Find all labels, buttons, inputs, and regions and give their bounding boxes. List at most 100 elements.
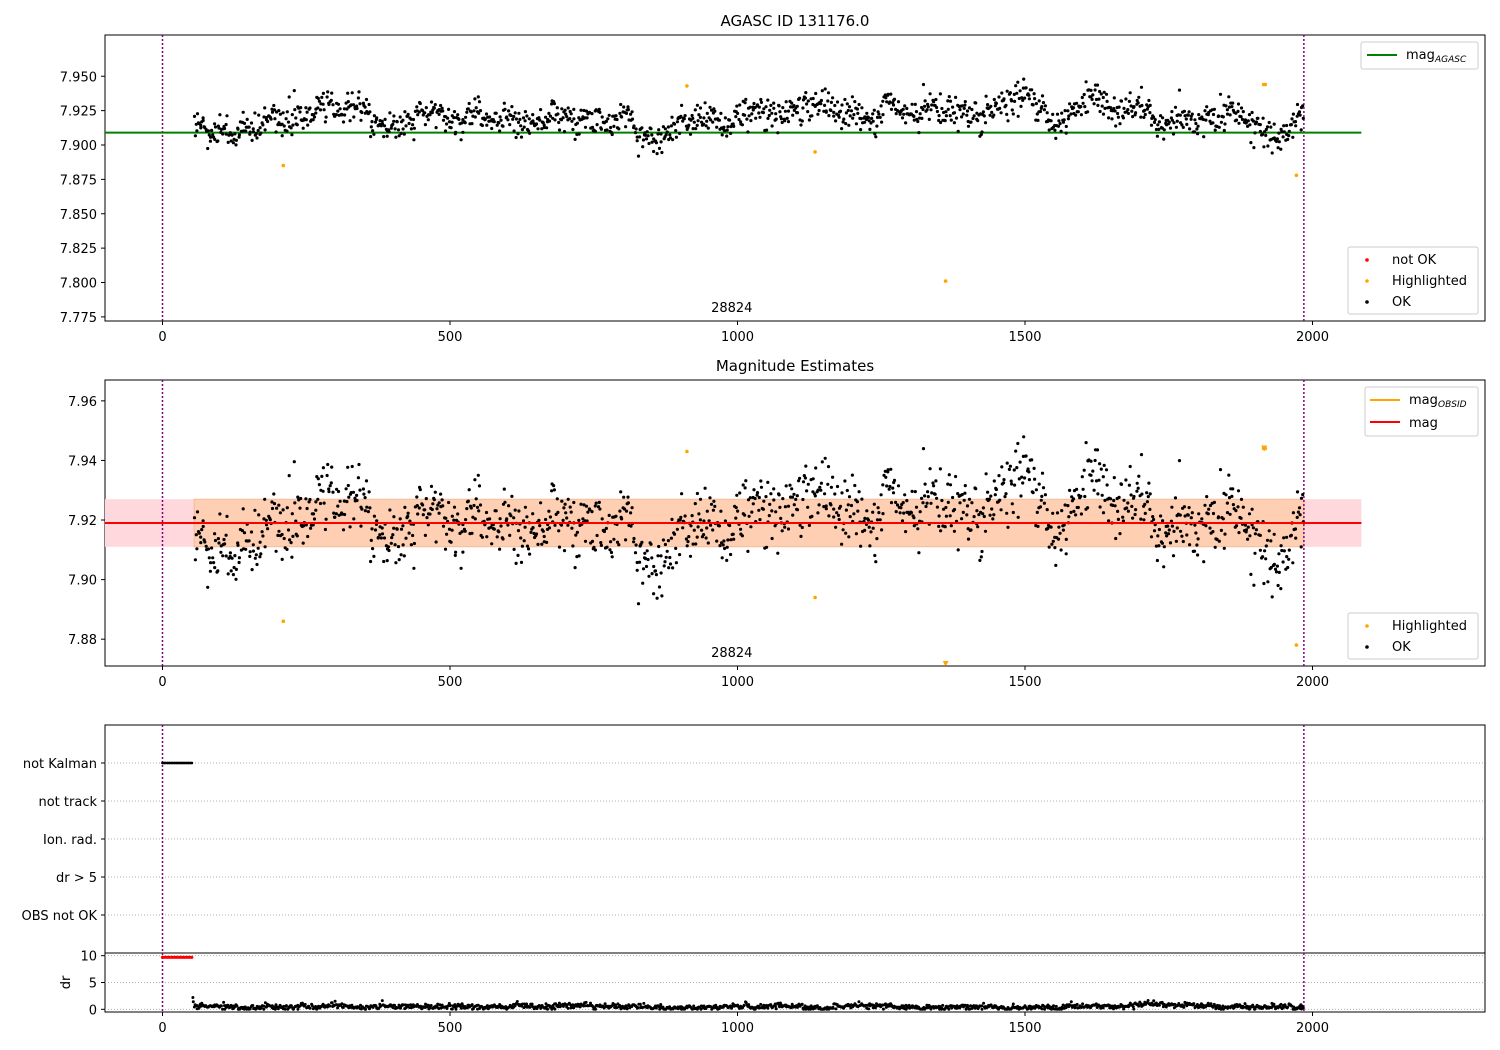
ok-point	[1178, 113, 1182, 117]
ok-point	[402, 132, 406, 136]
ok-point	[1021, 98, 1025, 102]
ok-point	[348, 119, 352, 123]
ok-point	[1074, 113, 1078, 117]
ok-point	[660, 594, 664, 598]
ok-point	[729, 538, 733, 542]
ok-point	[224, 533, 228, 537]
legend-box	[1347, 612, 1479, 660]
ok-point	[698, 497, 703, 501]
ok-point	[1054, 563, 1058, 568]
ok-point	[663, 127, 668, 131]
legend-label: not OK	[1392, 253, 1437, 268]
ok-point	[783, 525, 787, 529]
ok-point	[702, 519, 706, 523]
ok-point	[697, 113, 701, 117]
ok-point	[211, 556, 215, 560]
ok-point	[1038, 109, 1043, 114]
ok-point	[792, 503, 796, 507]
ok-point	[1069, 510, 1073, 514]
ok-point	[1045, 111, 1049, 115]
ok-point	[1170, 524, 1174, 528]
ok-point	[454, 550, 458, 554]
ok-point	[411, 117, 416, 122]
ok-point	[1289, 533, 1293, 538]
ok-point	[441, 504, 445, 508]
ok-point	[649, 127, 653, 131]
ok-point	[690, 113, 694, 118]
ok-point	[368, 110, 372, 114]
ok-point	[550, 102, 554, 106]
ok-point	[755, 491, 760, 495]
ok-point	[290, 555, 294, 559]
ok-point	[641, 145, 645, 149]
ok-point	[1240, 117, 1245, 122]
dr-ok-point	[802, 1007, 806, 1011]
ok-point	[698, 106, 703, 110]
ok-point	[1023, 476, 1027, 480]
ok-point	[1178, 513, 1182, 517]
ok-point	[1131, 115, 1135, 119]
ok-point	[635, 560, 639, 565]
ok-point	[270, 107, 274, 111]
ok-point	[358, 488, 362, 492]
ok-point	[370, 527, 374, 531]
ok-point	[1068, 102, 1072, 106]
ok-point	[934, 479, 938, 483]
ok-point	[1301, 493, 1305, 497]
ok-point	[652, 564, 656, 569]
ok-point	[932, 484, 936, 488]
ok-point	[1020, 475, 1024, 479]
ok-point	[914, 110, 919, 114]
ok-point	[913, 102, 917, 106]
dr-ok-point	[803, 1004, 807, 1008]
ok-point	[736, 509, 740, 513]
ok-point	[943, 119, 947, 123]
ok-point	[512, 516, 516, 520]
ok-point	[961, 510, 965, 514]
y-tick-label: 7.900	[60, 139, 97, 154]
ok-point	[499, 524, 503, 528]
ok-point	[213, 566, 217, 570]
ok-point	[308, 497, 312, 502]
ok-point	[952, 529, 957, 533]
ok-point	[670, 517, 674, 522]
dr-ok-point	[515, 1000, 519, 1003]
ok-point	[650, 140, 654, 144]
ok-point	[473, 97, 477, 101]
ok-point	[301, 126, 305, 130]
ok-point	[1090, 479, 1094, 483]
ok-point	[1071, 497, 1076, 501]
ok-point	[1000, 465, 1004, 469]
ok-point	[430, 507, 434, 512]
ok-point	[863, 528, 867, 533]
ok-point	[453, 553, 457, 558]
legend-label: mag	[1409, 393, 1438, 408]
ok-point	[233, 132, 237, 136]
ok-point	[263, 497, 267, 501]
dr-ok-point	[774, 1004, 777, 1008]
ok-point	[765, 545, 769, 549]
ok-point	[946, 99, 950, 103]
highlighted-point	[685, 449, 689, 454]
ok-point	[1177, 88, 1182, 92]
ok-point	[280, 134, 284, 138]
ok-point	[646, 557, 650, 562]
ok-point	[661, 538, 666, 542]
ok-point	[1174, 539, 1178, 543]
ok-point	[272, 492, 276, 496]
ok-point	[770, 536, 774, 541]
ok-point	[875, 518, 880, 522]
ok-point	[605, 128, 609, 132]
ok-point	[1213, 128, 1217, 132]
dr-ok-point	[200, 1001, 204, 1005]
ok-point	[881, 99, 885, 103]
ok-point	[314, 111, 318, 115]
ok-point	[966, 537, 971, 541]
ok-point	[1277, 131, 1281, 135]
ok-point	[387, 548, 391, 553]
highlighted-point	[943, 279, 948, 283]
dr-ok-point	[668, 1005, 672, 1009]
dr-ok-point	[589, 1001, 592, 1005]
dr-ok-point	[1137, 1004, 1141, 1008]
